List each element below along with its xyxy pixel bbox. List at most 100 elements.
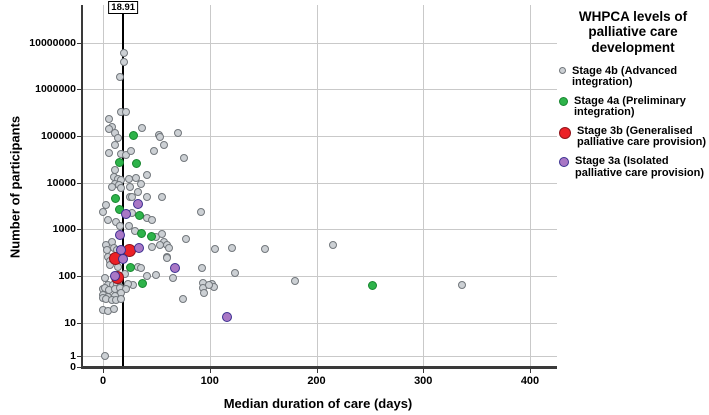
- y-gridline: [83, 42, 557, 44]
- data-point-stage-4b: [122, 150, 131, 159]
- y-gridline: [83, 276, 557, 277]
- data-point-stage-4b: [163, 254, 172, 263]
- data-point-stage-4b: [137, 179, 146, 188]
- x-tick: [103, 369, 104, 373]
- y-tick-label: 100: [58, 270, 76, 282]
- x-tick: [530, 369, 531, 373]
- x-axis-title: Median duration of care (days): [223, 396, 413, 411]
- data-point-stage-3a: [134, 243, 145, 254]
- y-gridline: [83, 89, 557, 91]
- legend: WHPCA levels of palliative care developm…: [559, 9, 707, 186]
- y-tick-label: 0: [70, 361, 76, 373]
- y-gridline: [83, 356, 557, 358]
- data-point-stage-4a: [114, 157, 124, 167]
- data-point-stage-4b: [142, 272, 151, 281]
- data-point-stage-3a: [109, 271, 120, 281]
- data-point-stage-4b: [200, 289, 209, 298]
- data-point-stage-4b: [169, 273, 178, 282]
- data-point-stage-3a: [121, 209, 132, 220]
- data-point-stage-4b: [124, 221, 133, 230]
- data-point-stage-4b: [155, 132, 164, 141]
- data-point-stage-4b: [109, 304, 118, 313]
- data-point-stage-4b: [120, 48, 129, 57]
- x-tick: [209, 369, 211, 373]
- data-point-stage-4b: [197, 207, 206, 216]
- data-point-stage-4a: [129, 131, 139, 141]
- legend-entry-stage-4a: Stage 4a (Preliminary integration): [559, 95, 707, 119]
- y-tick-label: 1000000: [35, 83, 76, 96]
- data-point-stage-4b: [159, 141, 168, 150]
- x-tick: [316, 369, 318, 373]
- y-tick: [77, 276, 81, 277]
- data-point-stage-4b: [102, 201, 111, 210]
- stage-4b-marker-icon: [559, 66, 566, 74]
- data-point-stage-4a: [367, 280, 377, 290]
- data-point-stage-4b: [182, 234, 191, 243]
- data-point-stage-4b: [179, 295, 188, 304]
- plot-area: [81, 5, 557, 369]
- data-point-stage-4b: [142, 171, 151, 180]
- y-gridline: [83, 229, 557, 231]
- data-point-stage-4b: [228, 244, 237, 253]
- y-tick-label: 10000: [46, 176, 76, 189]
- data-point-stage-4b: [198, 264, 207, 273]
- data-point-stage-4b: [173, 129, 182, 138]
- legend-entry-stage-3a: Stage 3a (Isolated palliative care provi…: [559, 155, 707, 179]
- data-point-stage-4b: [111, 217, 120, 226]
- data-point-stage-3a: [115, 230, 126, 241]
- data-point-stage-4b: [152, 270, 161, 279]
- stage-3b-marker-icon: [559, 126, 571, 139]
- data-point-stage-4b: [137, 263, 146, 272]
- data-point-stage-4a: [137, 279, 147, 289]
- data-point-stage-4a: [146, 232, 156, 242]
- x-tick-label: 400: [520, 375, 540, 387]
- y-tick-label: 1: [70, 350, 76, 363]
- data-point-stage-4b: [105, 148, 114, 157]
- data-point-stage-4b: [150, 146, 159, 155]
- data-point-stage-4b: [126, 146, 135, 155]
- y-tick: [77, 367, 81, 368]
- y-tick: [77, 322, 81, 324]
- data-point-stage-4b: [231, 269, 240, 278]
- legend-entry-stage-3b: Stage 3b (Generalised palliative care pr…: [559, 124, 707, 149]
- legend-label-stage-3b: Stage 3b (Generalised palliative care pr…: [577, 124, 706, 149]
- y-gridline: [83, 135, 557, 137]
- data-point-stage-4b: [261, 244, 270, 253]
- stage-3a-marker-icon: [559, 157, 569, 168]
- y-gridline: [83, 322, 557, 324]
- data-point-stage-4b: [132, 174, 141, 183]
- data-point-stage-4b: [125, 182, 134, 191]
- data-point-stage-4b: [204, 281, 213, 290]
- data-point-stage-4b: [120, 58, 129, 67]
- data-point-stage-4b: [116, 222, 125, 231]
- x-tick: [423, 369, 425, 373]
- x-gridline: [316, 5, 318, 366]
- data-point-stage-4b: [107, 182, 116, 191]
- x-tick-label: 300: [414, 375, 433, 387]
- y-tick: [77, 42, 81, 44]
- data-point-stage-4b: [165, 243, 174, 252]
- x-gridline: [209, 5, 211, 366]
- legend-title: WHPCA levels of palliative care developm…: [578, 9, 688, 55]
- data-point-stage-3a: [118, 254, 129, 265]
- data-point-stage-4b: [110, 141, 119, 150]
- data-point-stage-4b: [138, 124, 147, 133]
- data-point-stage-4b: [142, 192, 151, 201]
- data-point-stage-4b: [457, 281, 466, 290]
- data-point-stage-4a: [114, 204, 124, 214]
- y-tick: [77, 182, 81, 184]
- data-point-stage-4b: [127, 193, 136, 202]
- y-tick: [77, 356, 81, 358]
- x-tick-label: 200: [307, 375, 326, 387]
- data-point-stage-4b: [180, 153, 189, 162]
- x-tick-label: 100: [200, 375, 219, 387]
- legend-label-stage-4b: Stage 4b (Advanced integration): [572, 64, 678, 89]
- data-point-stage-3a: [169, 263, 180, 274]
- data-point-stage-4b: [101, 352, 110, 361]
- data-point-stage-4a: [111, 194, 121, 204]
- y-tick-label: 100000: [40, 129, 76, 142]
- x-tick-label: 0: [99, 375, 107, 387]
- reference-line-label: 18.91: [108, 1, 139, 14]
- data-point-stage-4b: [116, 73, 125, 82]
